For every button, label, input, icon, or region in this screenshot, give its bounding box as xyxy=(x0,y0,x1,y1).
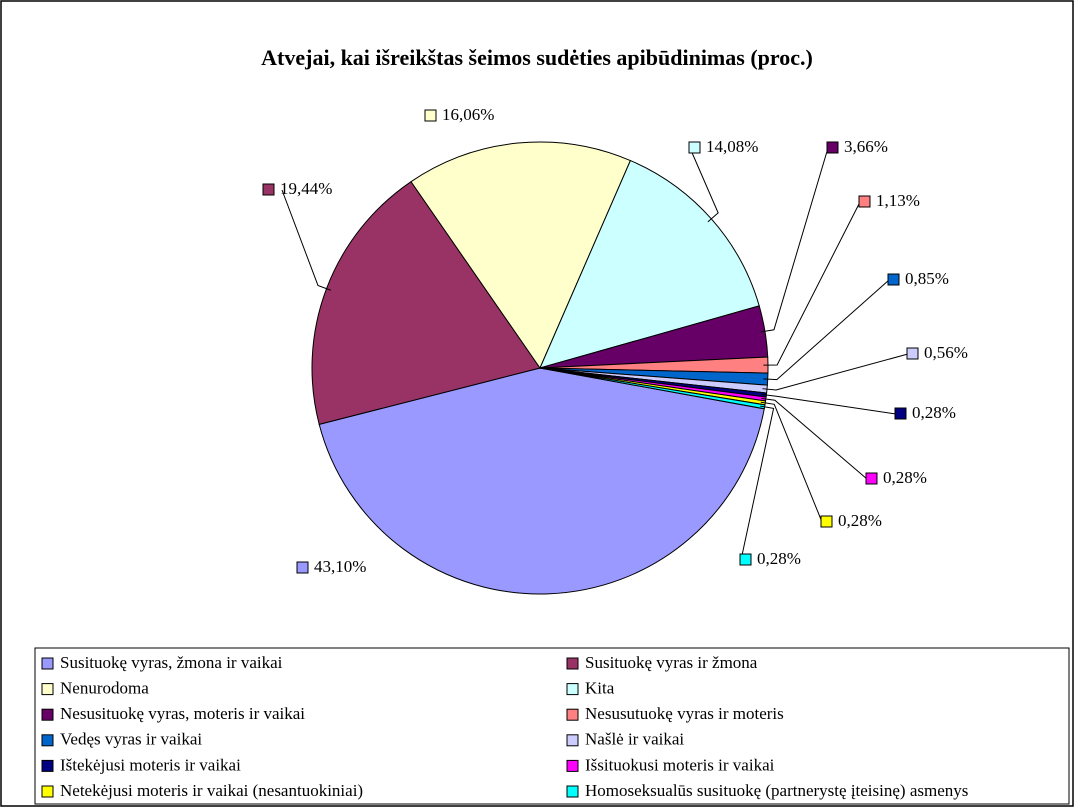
label-swatch xyxy=(424,109,437,122)
legend-swatch xyxy=(41,657,54,670)
data-label: 19,44% xyxy=(280,179,332,198)
legend-swatch xyxy=(566,759,579,772)
data-label: 16,06% xyxy=(442,105,494,124)
data-label: 0,28% xyxy=(838,511,882,530)
data-label: 0,28% xyxy=(883,468,927,487)
pie-slice xyxy=(318,367,765,595)
label-swatch xyxy=(820,515,833,528)
leader-line xyxy=(762,353,909,391)
label-swatch xyxy=(688,141,701,154)
legend-swatch xyxy=(566,734,579,747)
data-label: 3,66% xyxy=(844,137,888,156)
legend-swatch xyxy=(566,657,579,670)
data-label: 0,28% xyxy=(912,403,956,422)
legend-swatch xyxy=(41,759,54,772)
pie-slice xyxy=(410,141,632,370)
leader-line xyxy=(281,189,331,291)
label-swatch xyxy=(262,183,275,196)
legend-label: Netekėjusi moteris ir vaikai (nesantuoki… xyxy=(60,781,363,800)
label-swatch xyxy=(906,347,919,360)
leader-line xyxy=(761,397,868,480)
label-swatch xyxy=(826,141,839,154)
legend-swatch xyxy=(41,734,54,747)
data-label: 0,56% xyxy=(924,343,968,362)
legend-swatch xyxy=(41,683,54,696)
legend-box xyxy=(34,647,1070,805)
data-label: 1,13% xyxy=(876,191,920,210)
legend-swatch xyxy=(566,708,579,721)
chart-title: Atvejai, kai išreikštas šeimos sudėties … xyxy=(261,45,813,70)
leader-line xyxy=(761,394,897,415)
legend-label: Ištekėjusi moteris ir vaikai xyxy=(60,755,241,774)
legend-label: Vedęs vyras ir vaikai xyxy=(60,730,202,749)
legend-swatch xyxy=(41,785,54,798)
label-swatch xyxy=(858,195,871,208)
label-swatch xyxy=(865,472,878,485)
data-label: 0,85% xyxy=(905,269,949,288)
data-label: 43,10% xyxy=(314,557,366,576)
legend-label: Nesusutuokę vyras ir moteris xyxy=(585,704,784,723)
legend-label: Kita xyxy=(585,679,615,698)
legend-label: Susituokę vyras, žmona ir vaikai xyxy=(60,653,283,672)
data-label: 14,08% xyxy=(706,137,758,156)
legend-label: Susituokę vyras ir žmona xyxy=(585,653,758,672)
legend-swatch xyxy=(566,785,579,798)
leader-line xyxy=(740,405,775,561)
legend-label: Išsituokusi moteris ir vaikai xyxy=(585,755,775,774)
data-label: 0,28% xyxy=(757,549,801,568)
legend-swatch xyxy=(41,708,54,721)
legend-swatch xyxy=(566,683,579,696)
label-swatch xyxy=(894,407,907,420)
label-swatch xyxy=(887,273,900,286)
leader-line xyxy=(763,201,861,366)
legend-label: Našlė ir vaikai xyxy=(585,730,684,749)
leader-line xyxy=(760,401,823,523)
leader-line xyxy=(689,147,719,223)
legend-label: Nesusituokę vyras, moteris ir vaikai xyxy=(60,704,305,723)
label-swatch xyxy=(739,553,752,566)
leader-line xyxy=(763,279,890,381)
leader-line xyxy=(760,147,829,333)
legend-label: Homoseksualūs susituokę (partnerystę įte… xyxy=(585,781,968,800)
legend-label: Nenurodoma xyxy=(60,679,149,698)
label-swatch xyxy=(296,561,309,574)
